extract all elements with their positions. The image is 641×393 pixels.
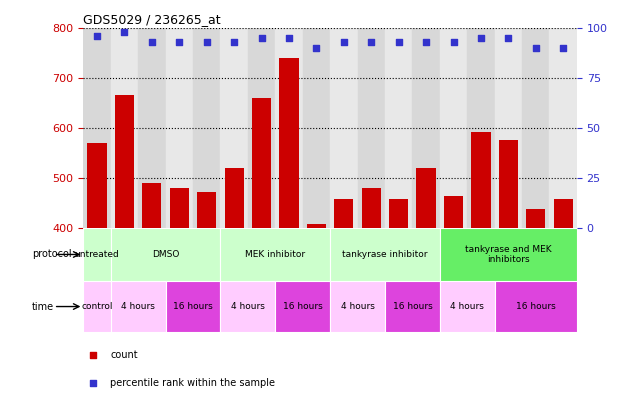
- Bar: [362, 188, 381, 228]
- Text: 16 hours: 16 hours: [283, 302, 322, 311]
- Text: time: time: [32, 301, 54, 312]
- Point: [503, 35, 513, 41]
- Text: DMSO: DMSO: [152, 250, 179, 259]
- Bar: [252, 97, 271, 228]
- Bar: [554, 199, 573, 228]
- Text: 16 hours: 16 hours: [516, 302, 556, 311]
- Point: [394, 39, 404, 45]
- Bar: [142, 183, 162, 228]
- Bar: [440, 28, 467, 228]
- Text: 16 hours: 16 hours: [392, 302, 432, 311]
- Point: [88, 351, 98, 358]
- Bar: [549, 28, 577, 228]
- Bar: [111, 228, 221, 281]
- Bar: [221, 28, 248, 228]
- Point: [558, 44, 569, 51]
- Bar: [412, 28, 440, 228]
- Text: protocol: protocol: [32, 250, 72, 259]
- Point: [88, 380, 98, 386]
- Point: [229, 39, 239, 45]
- Point: [476, 35, 486, 41]
- Bar: [170, 188, 189, 228]
- Point: [174, 39, 185, 45]
- Point: [119, 28, 129, 35]
- Bar: [83, 228, 111, 281]
- Point: [448, 39, 458, 45]
- Bar: [197, 192, 216, 228]
- Bar: [522, 28, 549, 228]
- Point: [312, 44, 322, 51]
- Point: [284, 35, 294, 41]
- Bar: [389, 199, 408, 228]
- Text: 4 hours: 4 hours: [121, 302, 155, 311]
- Bar: [495, 28, 522, 228]
- Point: [92, 32, 102, 39]
- Bar: [83, 281, 111, 332]
- Text: untreated: untreated: [74, 250, 119, 259]
- Bar: [221, 281, 275, 332]
- Text: tankyrase and MEK
inhibitors: tankyrase and MEK inhibitors: [465, 245, 552, 264]
- Bar: [385, 281, 440, 332]
- Point: [421, 39, 431, 45]
- Bar: [330, 28, 358, 228]
- Bar: [165, 281, 221, 332]
- Bar: [303, 28, 330, 228]
- Bar: [440, 228, 577, 281]
- Bar: [193, 28, 221, 228]
- Bar: [83, 28, 111, 228]
- Text: percentile rank within the sample: percentile rank within the sample: [110, 378, 276, 388]
- Bar: [417, 168, 436, 228]
- Text: control: control: [81, 302, 113, 311]
- Bar: [330, 228, 440, 281]
- Bar: [385, 28, 412, 228]
- Point: [366, 39, 376, 45]
- Bar: [87, 143, 106, 228]
- Point: [531, 44, 541, 51]
- Bar: [444, 196, 463, 228]
- Bar: [275, 28, 303, 228]
- Bar: [307, 224, 326, 228]
- Point: [147, 39, 157, 45]
- Point: [201, 39, 212, 45]
- Text: tankyrase inhibitor: tankyrase inhibitor: [342, 250, 428, 259]
- Bar: [279, 57, 299, 228]
- Bar: [471, 132, 490, 228]
- Bar: [467, 28, 495, 228]
- Bar: [499, 140, 518, 228]
- Bar: [330, 281, 385, 332]
- Bar: [248, 28, 275, 228]
- Bar: [495, 281, 577, 332]
- Bar: [111, 281, 165, 332]
- Text: 4 hours: 4 hours: [231, 302, 265, 311]
- Bar: [440, 281, 495, 332]
- Text: MEK inhibitor: MEK inhibitor: [246, 250, 305, 259]
- Text: 16 hours: 16 hours: [173, 302, 213, 311]
- Bar: [275, 281, 330, 332]
- Point: [256, 35, 267, 41]
- Text: 4 hours: 4 hours: [340, 302, 374, 311]
- Text: GDS5029 / 236265_at: GDS5029 / 236265_at: [83, 13, 221, 26]
- Bar: [334, 199, 353, 228]
- Text: 4 hours: 4 hours: [450, 302, 484, 311]
- Text: count: count: [110, 350, 138, 360]
- Bar: [111, 28, 138, 228]
- Bar: [115, 95, 134, 228]
- Bar: [221, 228, 330, 281]
- Bar: [224, 168, 244, 228]
- Bar: [526, 209, 545, 228]
- Point: [338, 39, 349, 45]
- Bar: [138, 28, 165, 228]
- Bar: [165, 28, 193, 228]
- Bar: [358, 28, 385, 228]
